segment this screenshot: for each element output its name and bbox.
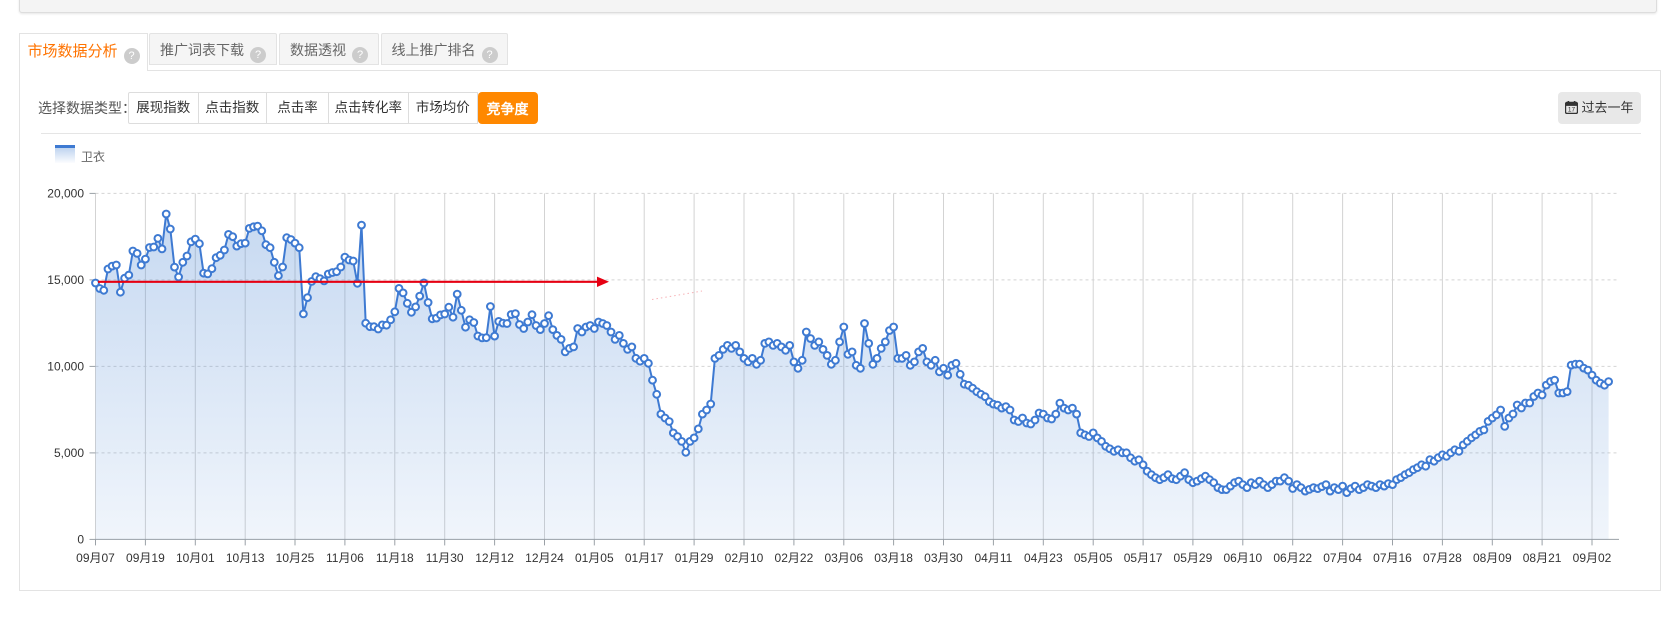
svg-text:03月30: 03月30 bbox=[924, 551, 963, 565]
svg-text:10月13: 10月13 bbox=[226, 551, 265, 565]
svg-text:10,000: 10,000 bbox=[47, 360, 84, 374]
svg-text:04月23: 04月23 bbox=[1024, 551, 1063, 565]
svg-text:5,000: 5,000 bbox=[54, 446, 84, 460]
svg-text:17: 17 bbox=[1568, 107, 1576, 114]
svg-text:02月10: 02月10 bbox=[725, 551, 764, 565]
svg-text:09月02: 09月02 bbox=[1573, 551, 1612, 565]
svg-text:03月06: 03月06 bbox=[824, 551, 863, 565]
svg-text:15,000: 15,000 bbox=[47, 273, 84, 287]
svg-text:11月30: 11月30 bbox=[426, 551, 464, 565]
svg-text:08月21: 08月21 bbox=[1523, 551, 1562, 565]
svg-text:12月12: 12月12 bbox=[475, 551, 514, 565]
svg-text:07月04: 07月04 bbox=[1323, 551, 1362, 565]
svg-text:02月22: 02月22 bbox=[775, 551, 814, 565]
svg-text:07月16: 07月16 bbox=[1373, 551, 1412, 565]
svg-text:06月22: 06月22 bbox=[1273, 551, 1312, 565]
svg-text:09月07: 09月07 bbox=[76, 551, 115, 565]
svg-text:09月19: 09月19 bbox=[126, 551, 165, 565]
svg-text:20,000: 20,000 bbox=[47, 187, 84, 201]
svg-text:01月17: 01月17 bbox=[625, 551, 664, 565]
svg-text:07月28: 07月28 bbox=[1423, 551, 1462, 565]
svg-text:06月10: 06月10 bbox=[1223, 551, 1262, 565]
svg-text:08月09: 08月09 bbox=[1473, 551, 1512, 565]
svg-text:12月24: 12月24 bbox=[525, 551, 564, 565]
svg-text:03月18: 03月18 bbox=[874, 551, 913, 565]
svg-text:01月29: 01月29 bbox=[675, 551, 714, 565]
svg-text:0: 0 bbox=[77, 533, 84, 547]
svg-text:05月05: 05月05 bbox=[1074, 551, 1113, 565]
svg-text:10月01: 10月01 bbox=[176, 551, 215, 565]
svg-text:05月29: 05月29 bbox=[1174, 551, 1213, 565]
svg-text:01月05: 01月05 bbox=[575, 551, 614, 565]
svg-text:10月25: 10月25 bbox=[276, 551, 315, 565]
svg-text:11月06: 11月06 bbox=[326, 551, 364, 565]
svg-text:04月11: 04月11 bbox=[974, 551, 1012, 565]
svg-text:11月18: 11月18 bbox=[376, 551, 414, 565]
svg-text:05月17: 05月17 bbox=[1124, 551, 1163, 565]
